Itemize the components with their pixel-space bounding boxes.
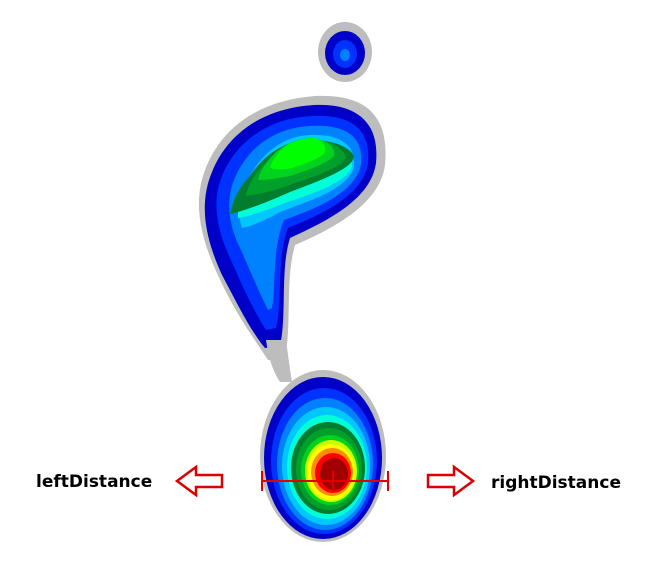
toe-level-3	[340, 49, 350, 61]
heel-connector-outline	[266, 340, 292, 382]
forefoot-level-9	[270, 138, 326, 170]
forefoot-print	[198, 95, 386, 361]
left-distance-label: leftDistance	[36, 472, 152, 492]
width-measure	[261, 471, 389, 491]
arrow-left-outline-icon	[174, 464, 224, 498]
right-distance-label: rightDistance	[491, 473, 621, 493]
toe-print	[318, 22, 372, 82]
heel-print	[260, 340, 386, 542]
arrow-right-outline-icon	[426, 464, 476, 498]
